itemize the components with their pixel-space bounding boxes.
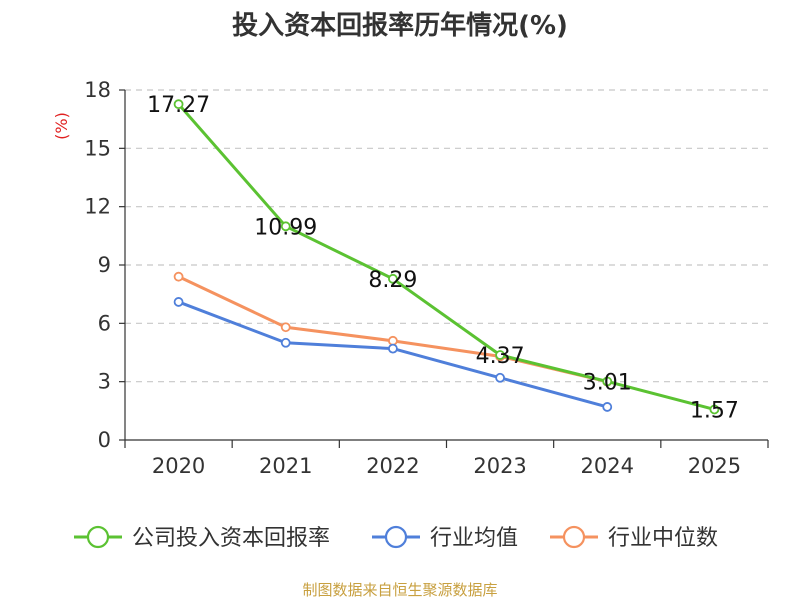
legend-marker [384,525,408,549]
data-point [709,404,720,415]
x-tick-label: 2022 [366,454,419,478]
data-label: 8.29 [368,268,417,293]
data-label: 1.57 [690,398,739,423]
data-label: 17.27 [147,93,210,118]
data-point [280,337,291,348]
data-point [495,350,505,360]
chart-title: 投入资本回报率历年情况(%) [232,10,568,41]
legend-label: 行业中位数 [608,526,718,551]
x-tick-label: 2023 [473,454,526,478]
y-tick-label: 12 [84,195,111,219]
data-label: 10.99 [254,215,317,240]
legend-item: 公司投入资本回报率 [74,525,330,551]
legend-item: 行业中位数 [550,525,718,551]
y-tick-label: 15 [84,136,111,160]
data-point [388,335,398,346]
legend-label: 公司投入资本回报率 [132,526,330,551]
data-point [173,297,184,307]
y-tick-label: 0 [98,428,111,452]
x-tick-label: 2021 [259,454,312,478]
data-point [280,322,291,333]
data-label: 4.37 [476,344,525,369]
y-tick-label: 3 [98,370,111,394]
source-note: 制图数据来自恒生聚源数据库 [302,581,497,599]
data-point [602,376,613,387]
x-tick-label: 2025 [688,454,741,478]
legend-item: 行业均值 [372,525,518,551]
data-point [388,273,398,284]
series-line [177,103,715,411]
data-point [173,271,184,282]
data-point [495,372,505,383]
y-axis-label: (%) [52,112,71,140]
data-point [173,99,184,110]
y-tick-label: 18 [84,78,111,102]
y-tick-label: 6 [98,311,111,335]
x-tick-label: 2020 [152,454,205,478]
data-point [280,221,291,232]
legend-marker [562,525,586,549]
y-tick-label: 9 [98,253,111,277]
data-label: 3.01 [583,370,632,395]
legend-label: 行业均值 [430,526,518,551]
series-line [178,300,608,409]
data-point [602,402,613,412]
legend-marker [86,525,110,549]
x-tick-label: 2024 [581,454,634,478]
data-point [388,343,398,354]
